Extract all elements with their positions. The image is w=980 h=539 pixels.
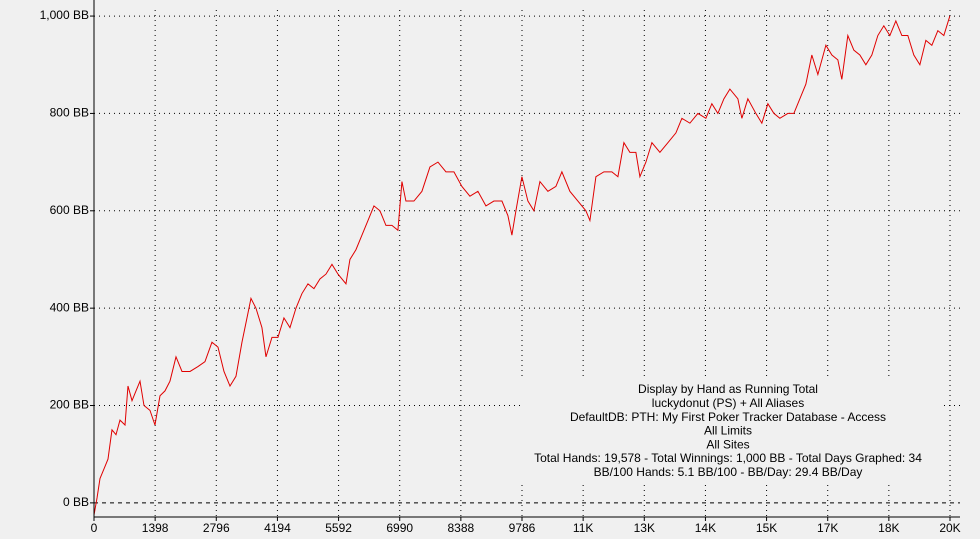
y-tick-label: 600 BB — [50, 203, 89, 217]
grid — [94, 10, 960, 517]
x-tick-label: 15K — [756, 521, 777, 535]
x-tick-label: 0 — [91, 521, 98, 535]
x-tick-label: 6990 — [386, 521, 413, 535]
x-tick-label: 2796 — [203, 521, 230, 535]
annotation: Total Hands: 19,578 - Total Winnings: 1,… — [534, 451, 922, 465]
series-line — [93, 15, 951, 516]
x-tick-label: 17K — [817, 521, 838, 535]
y-tick-label: 0 BB — [63, 495, 89, 509]
x-tick-label: 8388 — [448, 521, 475, 535]
y-tick-label: 200 BB — [50, 398, 89, 412]
annotation-box — [520, 380, 940, 482]
y-tick-label: 800 BB — [50, 106, 89, 120]
annotation: Display by Hand as Running Total — [638, 382, 818, 396]
annotation: All Sites — [706, 437, 749, 451]
y-tick-label: 1,000 BB — [40, 8, 89, 22]
y-tick-label: 400 BB — [50, 300, 89, 314]
plot — [93, 15, 951, 516]
x-tick-label: 5592 — [325, 521, 352, 535]
annotation: BB/100 Hands: 5.1 BB/100 - BB/Day: 29.4 … — [594, 465, 863, 479]
annotation: DefaultDB: PTH: My First Poker Tracker D… — [570, 410, 886, 424]
x-tick-label: 20K — [939, 521, 960, 535]
x-tick-label: 4194 — [264, 521, 291, 535]
annotation: All Limits — [704, 424, 752, 438]
x-tick-label: 11K — [573, 521, 593, 535]
x-tick-label: 13K — [634, 521, 655, 535]
x-tick-label: 1398 — [142, 521, 169, 535]
x-tick-label: 14K — [695, 521, 716, 535]
annotation: luckydonut (PS) + All Aliases — [652, 396, 804, 410]
x-tick-label: 9786 — [509, 521, 536, 535]
x-tick-label: 18K — [878, 521, 899, 535]
